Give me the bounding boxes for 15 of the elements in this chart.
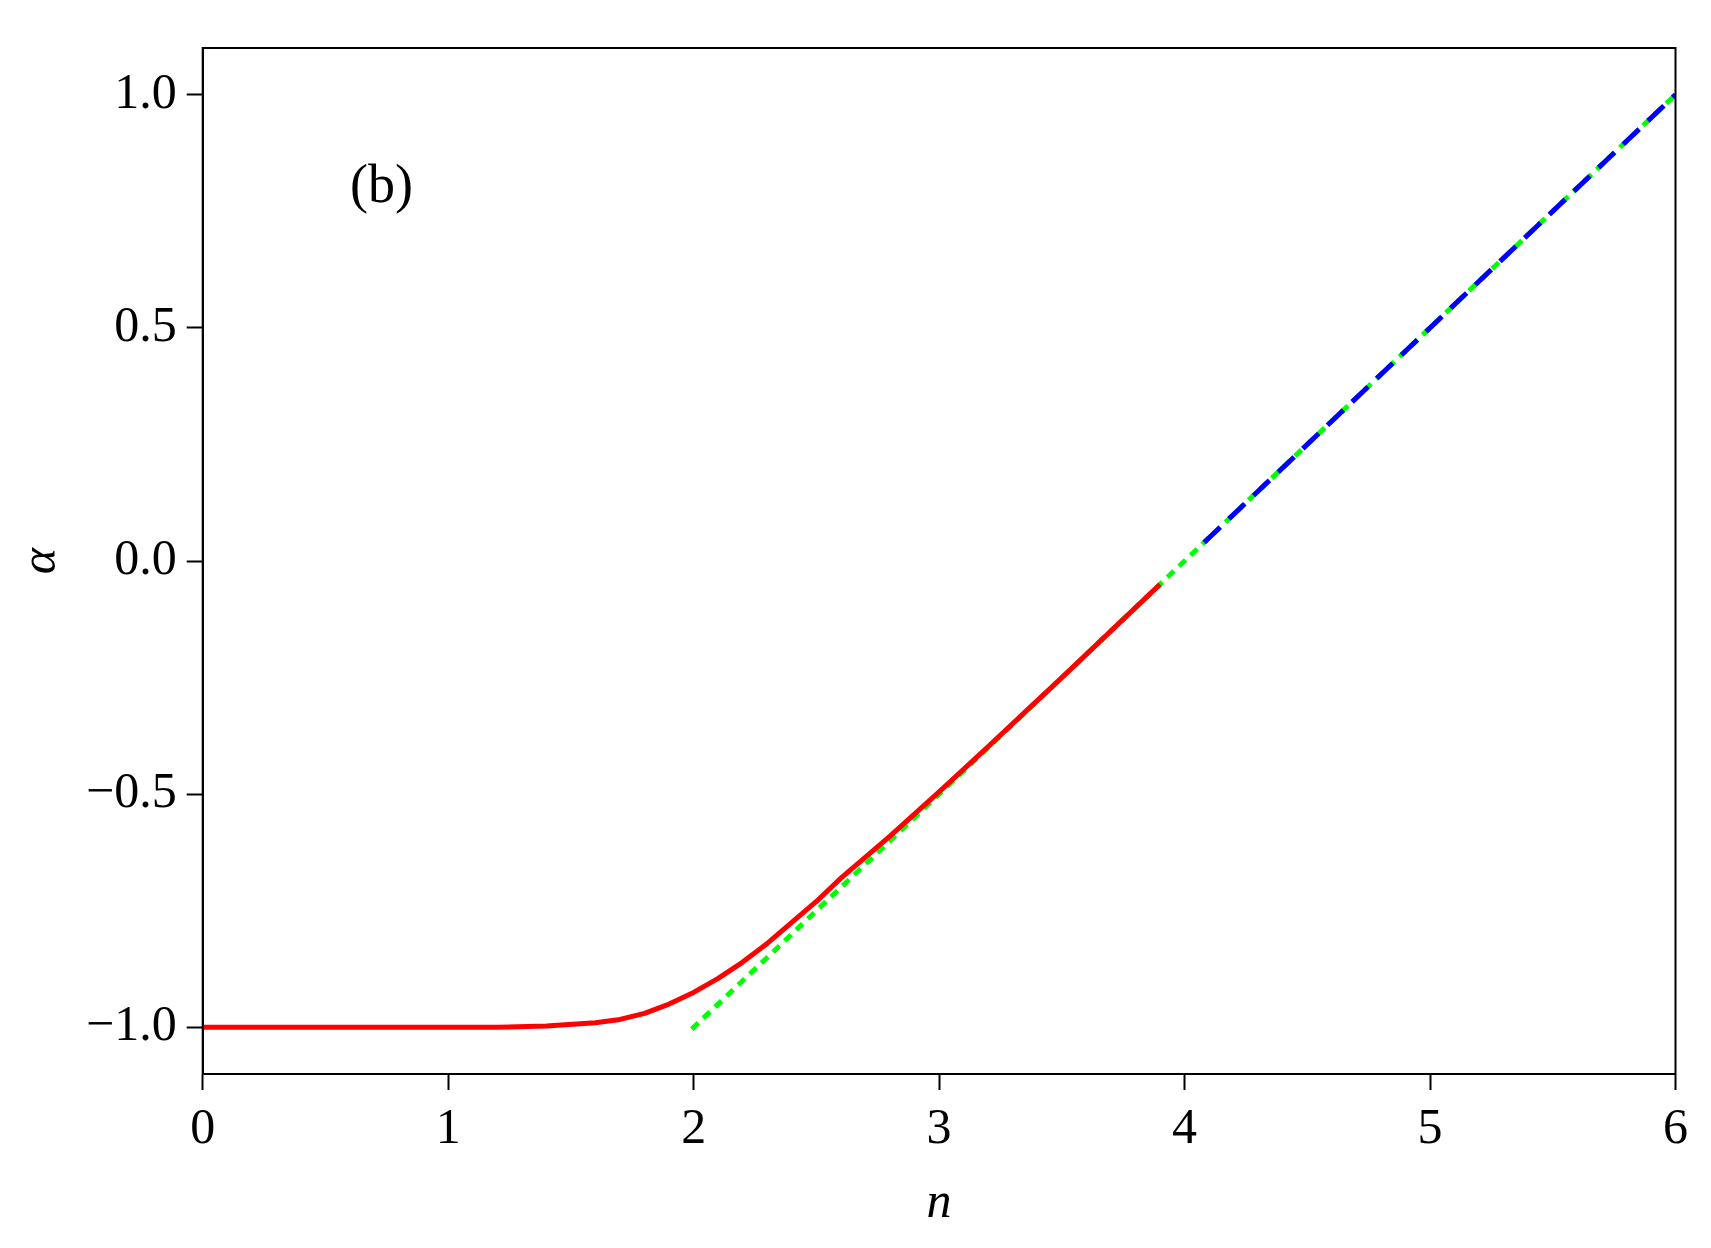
x-tick-label: 0 xyxy=(190,1098,216,1155)
x-tick-label: 5 xyxy=(1417,1098,1443,1155)
annotation: (b) xyxy=(349,154,413,215)
y-tick-label: −0.5 xyxy=(86,762,177,819)
x-tick-label: 3 xyxy=(926,1098,952,1155)
x-tick-label: 2 xyxy=(681,1098,707,1155)
x-tick-label: 4 xyxy=(1172,1098,1198,1155)
y-tick-label: 0.5 xyxy=(114,295,177,352)
x-axis-title: n xyxy=(926,1172,952,1229)
x-tick-label: 1 xyxy=(435,1098,461,1155)
y-tick-label: −1.0 xyxy=(86,995,177,1052)
y-tick-label: 1.0 xyxy=(114,62,177,119)
y-tick-label: 0.0 xyxy=(114,529,177,586)
x-tick-label: 6 xyxy=(1663,1098,1688,1155)
y-axis-title: α xyxy=(10,546,67,575)
